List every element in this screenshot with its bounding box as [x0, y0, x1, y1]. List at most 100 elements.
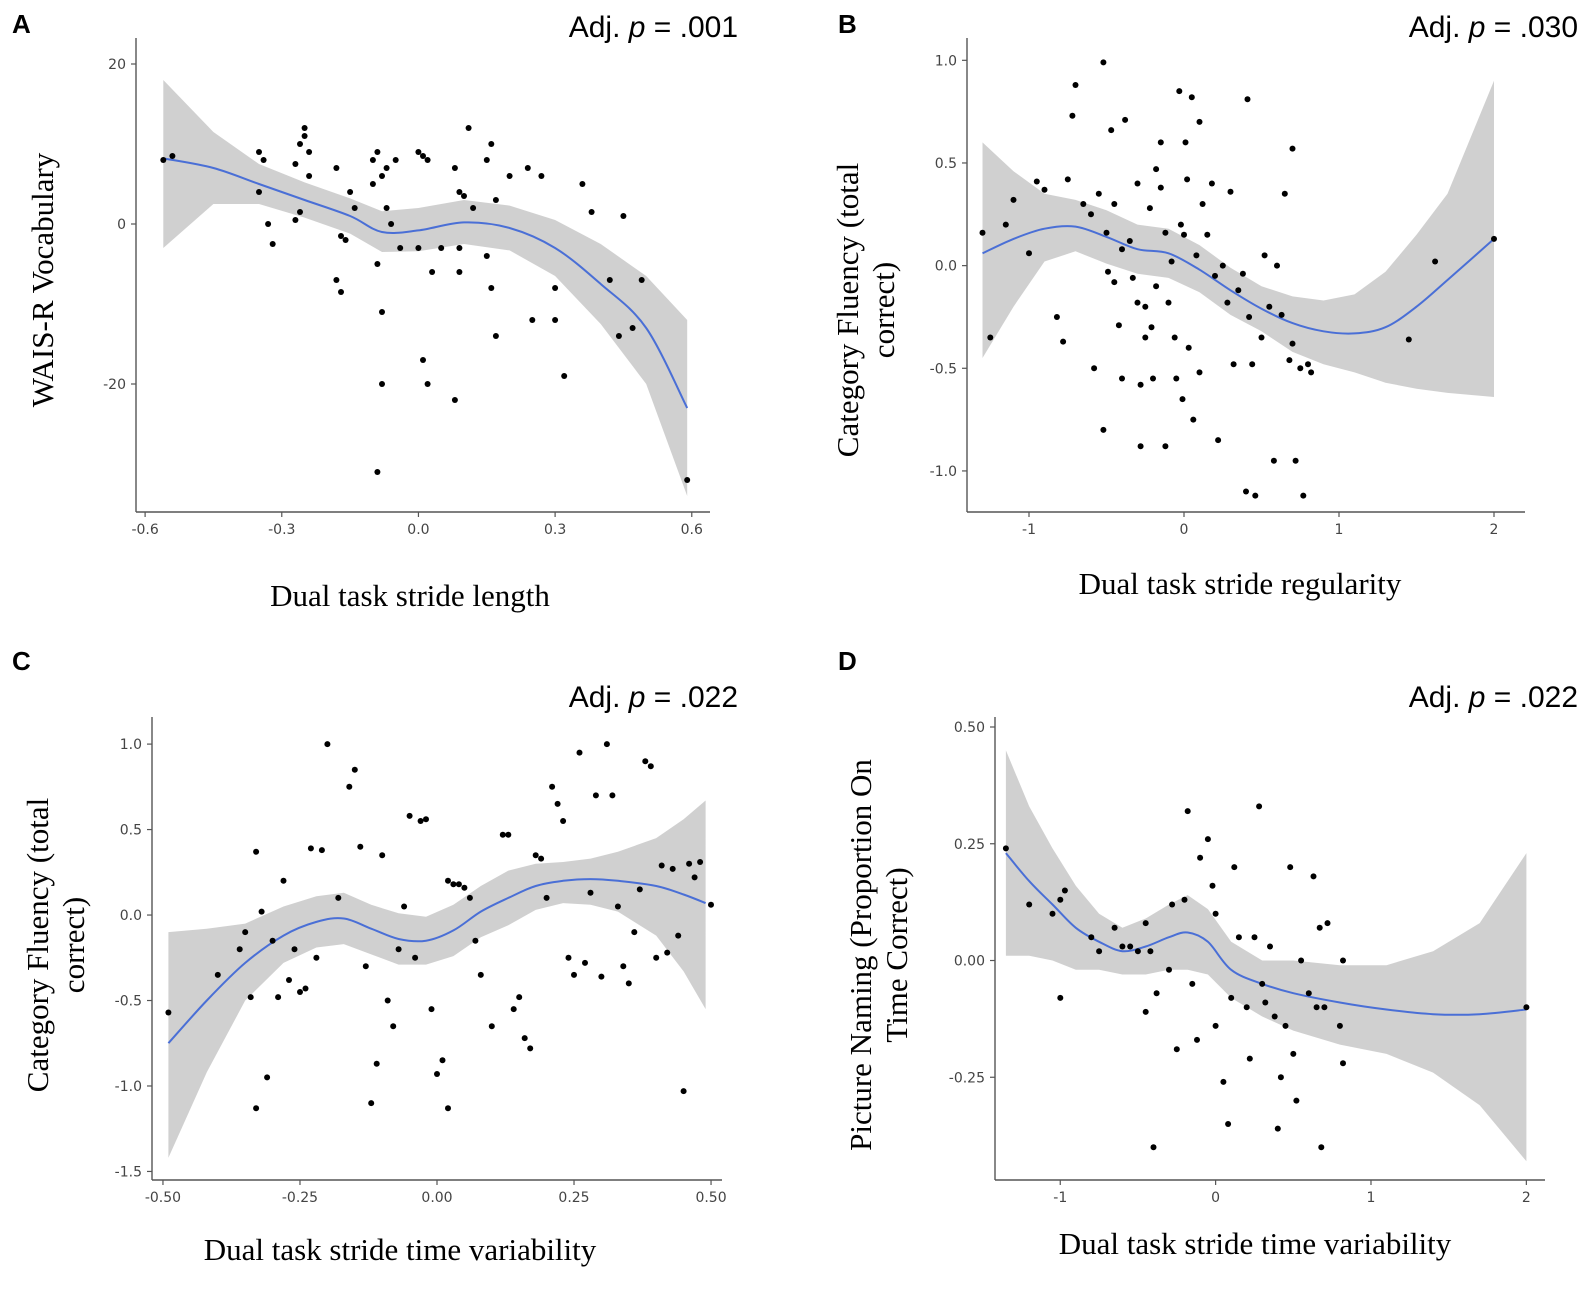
data-point — [1053, 314, 1060, 320]
data-point — [1292, 457, 1299, 464]
data-point — [1111, 201, 1118, 207]
data-point — [301, 125, 308, 131]
data-point — [505, 831, 512, 838]
adj-value: = .022 — [645, 681, 738, 714]
data-point — [1072, 82, 1079, 88]
fit-line — [167, 878, 706, 1044]
data-point — [1324, 920, 1331, 927]
x-tick-label: 0 — [1180, 522, 1189, 538]
data-point — [615, 333, 622, 339]
data-point — [653, 954, 660, 961]
data-point — [606, 277, 613, 283]
data-point — [1134, 948, 1141, 955]
data-point — [1305, 990, 1312, 997]
fit-line — [982, 225, 1495, 335]
x-tick-label: 0.50 — [695, 1190, 726, 1206]
data-point — [324, 741, 331, 748]
data-point — [1298, 957, 1305, 964]
adj-p-symbol: p — [628, 11, 646, 44]
data-point — [1316, 924, 1323, 931]
data-point — [1220, 1078, 1227, 1085]
x-tick-label: 0 — [1211, 1190, 1220, 1206]
data-point — [292, 217, 299, 223]
data-point — [1134, 180, 1141, 187]
data-point — [297, 141, 303, 147]
data-point — [1137, 381, 1144, 388]
data-point — [417, 818, 424, 824]
data-point — [1336, 1022, 1343, 1029]
y-tick-label: -1.0 — [115, 1079, 142, 1095]
y-tick-label: 1.0 — [935, 53, 957, 69]
data-point — [614, 903, 621, 910]
data-point — [1095, 190, 1102, 197]
adj-prefix: Adj. — [1409, 11, 1469, 44]
adj-p-symbol: p — [1468, 11, 1486, 44]
confidence-band — [168, 800, 706, 1158]
data-point — [1199, 201, 1206, 207]
data-point — [684, 477, 691, 483]
data-point — [461, 193, 467, 199]
adj-p-symbol: p — [1468, 681, 1486, 714]
data-point — [1243, 488, 1249, 495]
data-point — [1313, 1004, 1320, 1011]
x-tick-label: -1 — [1053, 1190, 1067, 1206]
x-tick-label: 0.0 — [407, 522, 429, 538]
x-tick-label: 2 — [1490, 522, 1499, 538]
x-tick-label: 1 — [1367, 1190, 1376, 1206]
data-point — [373, 1060, 380, 1067]
data-point — [1235, 287, 1242, 294]
data-point — [492, 197, 499, 203]
data-point — [1137, 443, 1144, 450]
data-point — [1231, 864, 1238, 871]
data-point — [587, 889, 594, 896]
data-point — [1153, 283, 1160, 290]
data-point — [1002, 845, 1009, 852]
data-point — [1119, 943, 1126, 950]
data-point — [286, 977, 292, 983]
panel-label: C — [12, 646, 31, 676]
panel-label: B — [838, 9, 857, 39]
adj-p-annotation: Adj. p = .030 — [1409, 11, 1578, 44]
data-point — [318, 847, 325, 854]
y-tick-label: 0.0 — [120, 908, 142, 924]
data-point — [292, 161, 299, 167]
panel-D: D Adj. p = .022 -1 0 1 2 -0.25 0.00 0.25 0.50 Dual… — [838, 646, 1578, 1261]
data-point — [642, 758, 649, 765]
data-point — [510, 1006, 517, 1013]
data-point — [169, 153, 176, 159]
data-point — [1189, 980, 1196, 987]
data-point — [1179, 396, 1186, 403]
data-point — [1165, 299, 1172, 306]
data-point — [1010, 196, 1017, 203]
data-point — [1069, 112, 1076, 119]
data-point — [516, 994, 523, 1001]
data-point — [658, 862, 665, 869]
data-point — [306, 173, 313, 179]
data-point — [420, 153, 426, 159]
data-point — [392, 157, 399, 163]
y-axis-title-line: correct) — [866, 262, 901, 358]
data-point — [592, 792, 599, 799]
data-point — [598, 973, 605, 980]
data-point — [697, 859, 704, 865]
y-axis-title: Picture Naming (Proportion On Time Correc… — [843, 759, 914, 1151]
data-point — [1290, 1050, 1297, 1057]
data-point — [1108, 127, 1115, 134]
data-point — [383, 165, 390, 171]
data-point — [561, 373, 568, 379]
panel-label: A — [12, 9, 31, 39]
data-point — [1169, 901, 1176, 908]
x-axis-title: Dual task stride length — [270, 578, 550, 613]
data-point — [1142, 1008, 1149, 1015]
data-point — [342, 237, 349, 243]
data-point — [1064, 176, 1071, 183]
data-point — [461, 884, 468, 891]
data-point — [434, 1071, 440, 1077]
data-point — [483, 253, 490, 259]
data-point — [374, 261, 381, 267]
data-point — [445, 1105, 451, 1112]
data-point — [374, 149, 381, 155]
data-point — [1230, 361, 1237, 368]
data-point — [1150, 375, 1156, 382]
data-point — [625, 980, 632, 987]
